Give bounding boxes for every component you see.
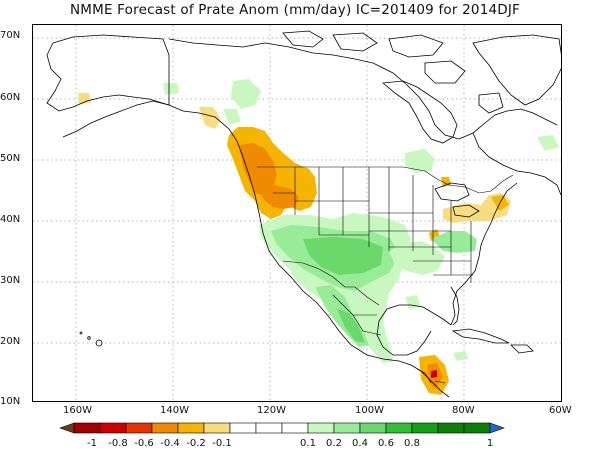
colorbar: -1 -0.8 -0.6 -0.4 -0.2 -0.1 0.1 0.2 0.4 … xyxy=(59,422,505,449)
colorbar-label: 0.6 xyxy=(378,438,394,449)
lat-label-20n: 20N xyxy=(0,336,21,347)
colorbar-swatch xyxy=(463,422,491,434)
colorbar-swatch-max xyxy=(489,422,505,434)
colorbar-label: 1 xyxy=(487,438,493,449)
lon-label-140w: 140W xyxy=(160,405,189,416)
lat-label-70n: 70N xyxy=(0,30,21,41)
lat-label-40n: 40N xyxy=(0,214,21,225)
colorbar-swatch xyxy=(125,422,153,434)
lat-label-50n: 50N xyxy=(0,153,21,164)
colorbar-swatch xyxy=(177,422,205,434)
colorbar-swatch xyxy=(255,422,283,434)
map-canvas xyxy=(33,25,561,401)
lon-label-100w: 100W xyxy=(355,405,384,416)
lat-label-30n: 30N xyxy=(0,275,21,286)
lon-label-80w: 80W xyxy=(452,405,475,416)
lon-label-120w: 120W xyxy=(257,405,286,416)
colorbar-swatches xyxy=(59,422,505,434)
colorbar-swatch xyxy=(411,422,439,434)
colorbar-swatch xyxy=(203,422,231,434)
colorbar-swatch xyxy=(333,422,361,434)
colorbar-label: 0.8 xyxy=(404,438,420,449)
colorbar-swatch xyxy=(73,422,101,434)
colorbar-label: -0.4 xyxy=(160,438,180,449)
lat-label-10n: 10N xyxy=(0,396,21,407)
colorbar-label: -1 xyxy=(87,438,97,449)
anomaly-shading xyxy=(78,79,559,395)
colorbar-swatch xyxy=(437,422,465,434)
colorbar-labels: -1 -0.8 -0.6 -0.4 -0.2 -0.1 0.1 0.2 0.4 … xyxy=(87,438,493,449)
colorbar-swatch xyxy=(151,422,179,434)
colorbar-label: -0.1 xyxy=(212,438,232,449)
colorbar-swatch-min xyxy=(59,422,75,434)
colorbar-swatch xyxy=(229,422,257,434)
lon-label-60w: 60W xyxy=(549,405,572,416)
colorbar-swatch xyxy=(99,422,127,434)
colorbar-swatch xyxy=(359,422,387,434)
political-borders xyxy=(257,166,514,384)
colorbar-label: 0.2 xyxy=(326,438,342,449)
colorbar-swatch xyxy=(281,422,309,434)
colorbar-swatch xyxy=(307,422,335,434)
map-panel xyxy=(32,24,562,402)
colorbar-label: 0.1 xyxy=(300,438,316,449)
colorbar-label: -0.6 xyxy=(134,438,154,449)
colorbar-label: -0.2 xyxy=(186,438,206,449)
map-title: NMME Forecast of Prate Anom (mm/day) IC=… xyxy=(69,2,521,18)
colorbar-swatch xyxy=(385,422,413,434)
lon-label-160w: 160W xyxy=(63,405,92,416)
coastlines xyxy=(46,30,561,398)
colorbar-label: -0.8 xyxy=(108,438,128,449)
colorbar-label: 0.4 xyxy=(352,438,368,449)
lat-label-60n: 60N xyxy=(0,92,21,103)
